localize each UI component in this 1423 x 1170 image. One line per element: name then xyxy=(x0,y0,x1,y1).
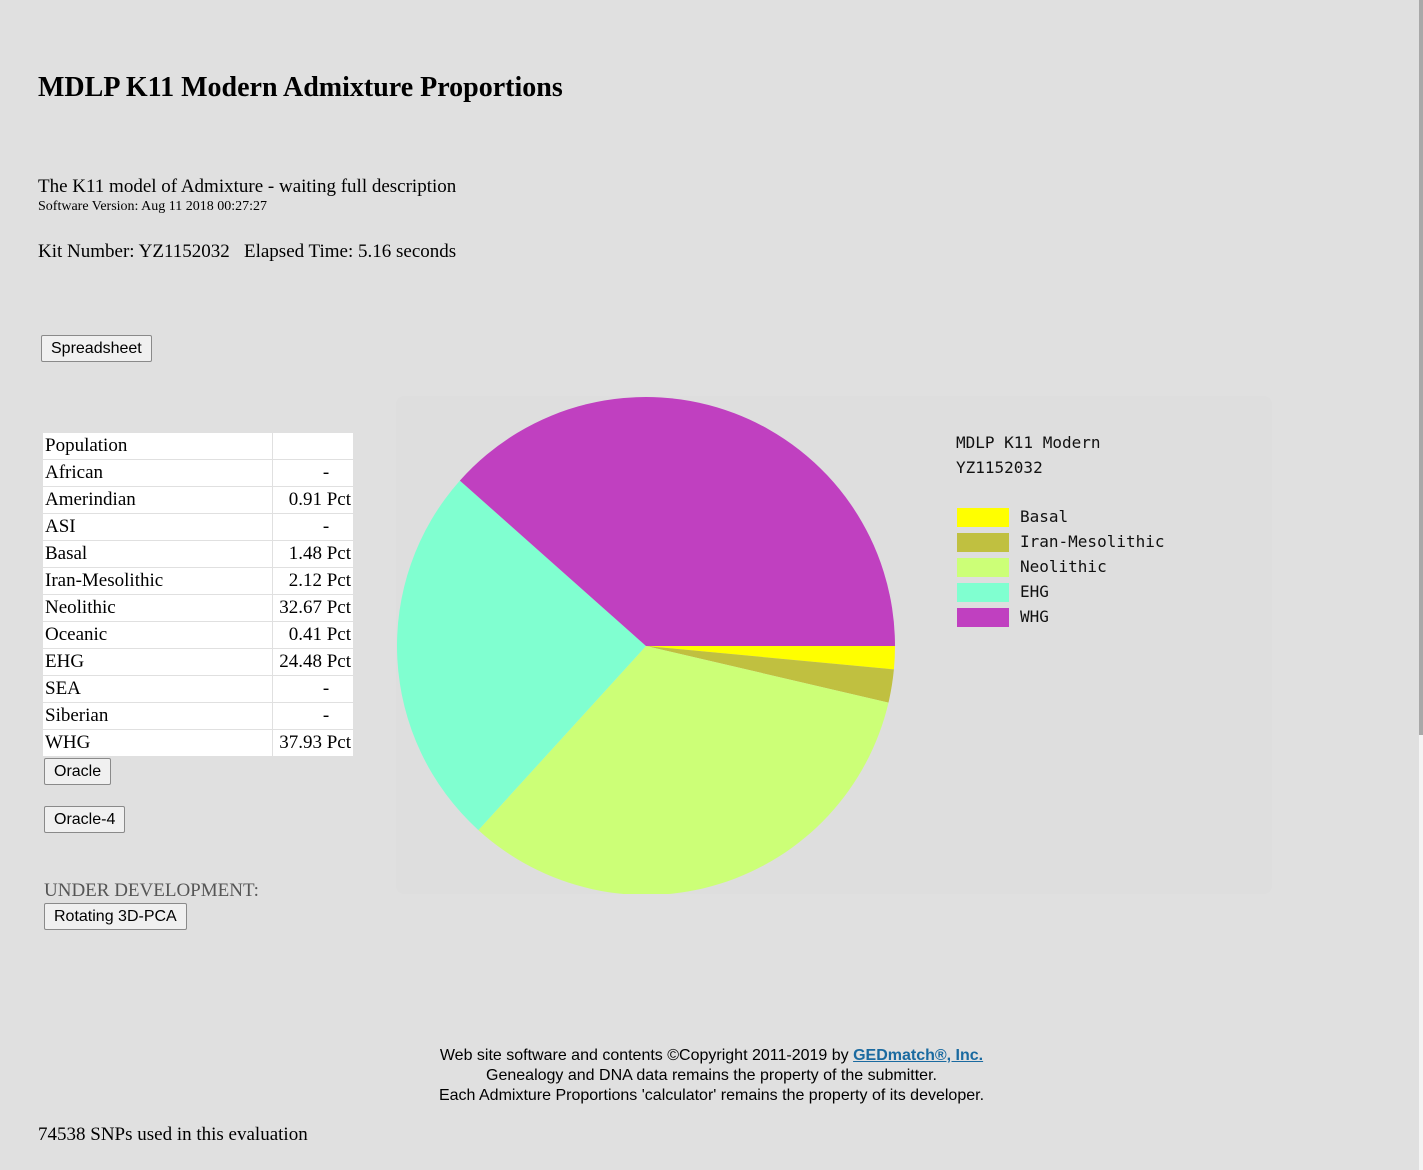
table-row: ASI - xyxy=(43,514,353,540)
table-row: Basal 1.48 Pct xyxy=(43,541,353,567)
population-table: Population African - Amerindian 0.91 Pct ASI… xyxy=(42,432,354,757)
page-title: MDLP K11 Modern Admixture Proportions xyxy=(38,72,563,103)
legend-label: Iran-Mesolithic xyxy=(1020,532,1165,551)
footer-copyright: Web site software and contents ©Copyrigh… xyxy=(0,1046,1423,1066)
footer: Web site software and contents ©Copyrigh… xyxy=(0,1046,1423,1106)
table-row: SEA - xyxy=(43,676,353,702)
population-name: Neolithic xyxy=(43,595,272,621)
chart-title: MDLP K11 Modern xyxy=(956,433,1101,452)
population-name: ASI xyxy=(43,514,272,540)
population-name: Iran-Mesolithic xyxy=(43,568,272,594)
footer-copyright-text: Web site software and contents ©Copyrigh… xyxy=(439,1047,854,1064)
population-name: Basal xyxy=(43,541,272,567)
chart-subtitle: YZ1152032 xyxy=(956,458,1043,477)
legend-swatch xyxy=(957,608,1009,627)
pie-slice-whg xyxy=(459,397,895,646)
table-row: Amerindian 0.91 Pct xyxy=(43,487,353,513)
population-name: Amerindian xyxy=(43,487,272,513)
population-value: 37.93 Pct xyxy=(273,730,353,756)
population-value: 1.48 Pct xyxy=(273,541,353,567)
legend-label: EHG xyxy=(1020,582,1049,601)
spreadsheet-button[interactable]: Spreadsheet xyxy=(41,335,152,362)
scrollbar-thumb[interactable] xyxy=(1419,0,1423,735)
table-row: African - xyxy=(43,460,353,486)
table-row: Iran-Mesolithic 2.12 Pct xyxy=(43,568,353,594)
footer-calculator-ownership: Each Admixture Proportions 'calculator' … xyxy=(438,1087,985,1104)
rotating-3d-pca-button[interactable]: Rotating 3D-PCA xyxy=(44,903,187,930)
table-row: Siberian - xyxy=(43,703,353,729)
population-value: 32.67 Pct xyxy=(273,595,353,621)
legend-swatch xyxy=(957,508,1009,527)
software-version: Software Version: Aug 11 2018 00:27:27 xyxy=(38,199,268,214)
population-header: Population xyxy=(43,433,272,459)
legend-label: Neolithic xyxy=(1020,557,1107,576)
population-value: 2.12 Pct xyxy=(273,568,353,594)
pie-slice-neolithic xyxy=(478,646,889,894)
under-development-label: UNDER DEVELOPMENT: xyxy=(44,880,259,901)
table-row: WHG 37.93 Pct xyxy=(43,730,353,756)
pie-chart-panel xyxy=(396,396,1272,894)
legend-swatch xyxy=(957,583,1009,602)
table-row: Neolithic 32.67 Pct xyxy=(43,595,353,621)
population-value: 24.48 Pct xyxy=(273,649,353,675)
table-row: EHG 24.48 Pct xyxy=(43,649,353,675)
population-name: Oceanic xyxy=(43,622,272,648)
legend-swatch xyxy=(957,533,1009,552)
legend-label: WHG xyxy=(1020,607,1049,626)
kit-info: Kit Number: YZ1152032 Elapsed Time: 5.16… xyxy=(38,241,457,262)
population-value: 0.41 Pct xyxy=(273,622,353,648)
table-header-row: Population xyxy=(43,433,353,459)
legend-label: Basal xyxy=(1020,507,1069,526)
population-value: 0.91 Pct xyxy=(273,487,353,513)
population-value: - xyxy=(273,460,353,486)
population-name: African xyxy=(43,460,272,486)
value-header xyxy=(273,433,353,459)
legend-swatch xyxy=(957,558,1009,577)
population-name: WHG xyxy=(43,730,272,756)
population-value: - xyxy=(273,514,353,540)
table-row: Oceanic 0.41 Pct xyxy=(43,622,353,648)
population-value: - xyxy=(273,703,353,729)
pie-chart xyxy=(397,397,895,894)
oracle-button[interactable]: Oracle xyxy=(44,758,112,785)
population-value: - xyxy=(273,676,353,702)
pie-slice-iran-mesolithic xyxy=(646,646,894,703)
pie-slice-basal xyxy=(646,646,895,670)
gedmatch-link[interactable]: GEDmatch®, Inc. xyxy=(853,1047,984,1064)
model-description: The K11 model of Admixture - waiting ful… xyxy=(38,176,457,197)
snps-count: 74538 SNPs used in this evaluation xyxy=(38,1124,308,1145)
population-name: Siberian xyxy=(43,703,272,729)
oracle-4-button[interactable]: Oracle-4 xyxy=(44,806,126,833)
population-name: EHG xyxy=(43,649,272,675)
footer-data-ownership: Genealogy and DNA data remains the prope… xyxy=(486,1067,937,1084)
pie-slice-ehg xyxy=(397,480,646,831)
vertical-scrollbar[interactable] xyxy=(1419,0,1423,1170)
population-name: SEA xyxy=(43,676,272,702)
